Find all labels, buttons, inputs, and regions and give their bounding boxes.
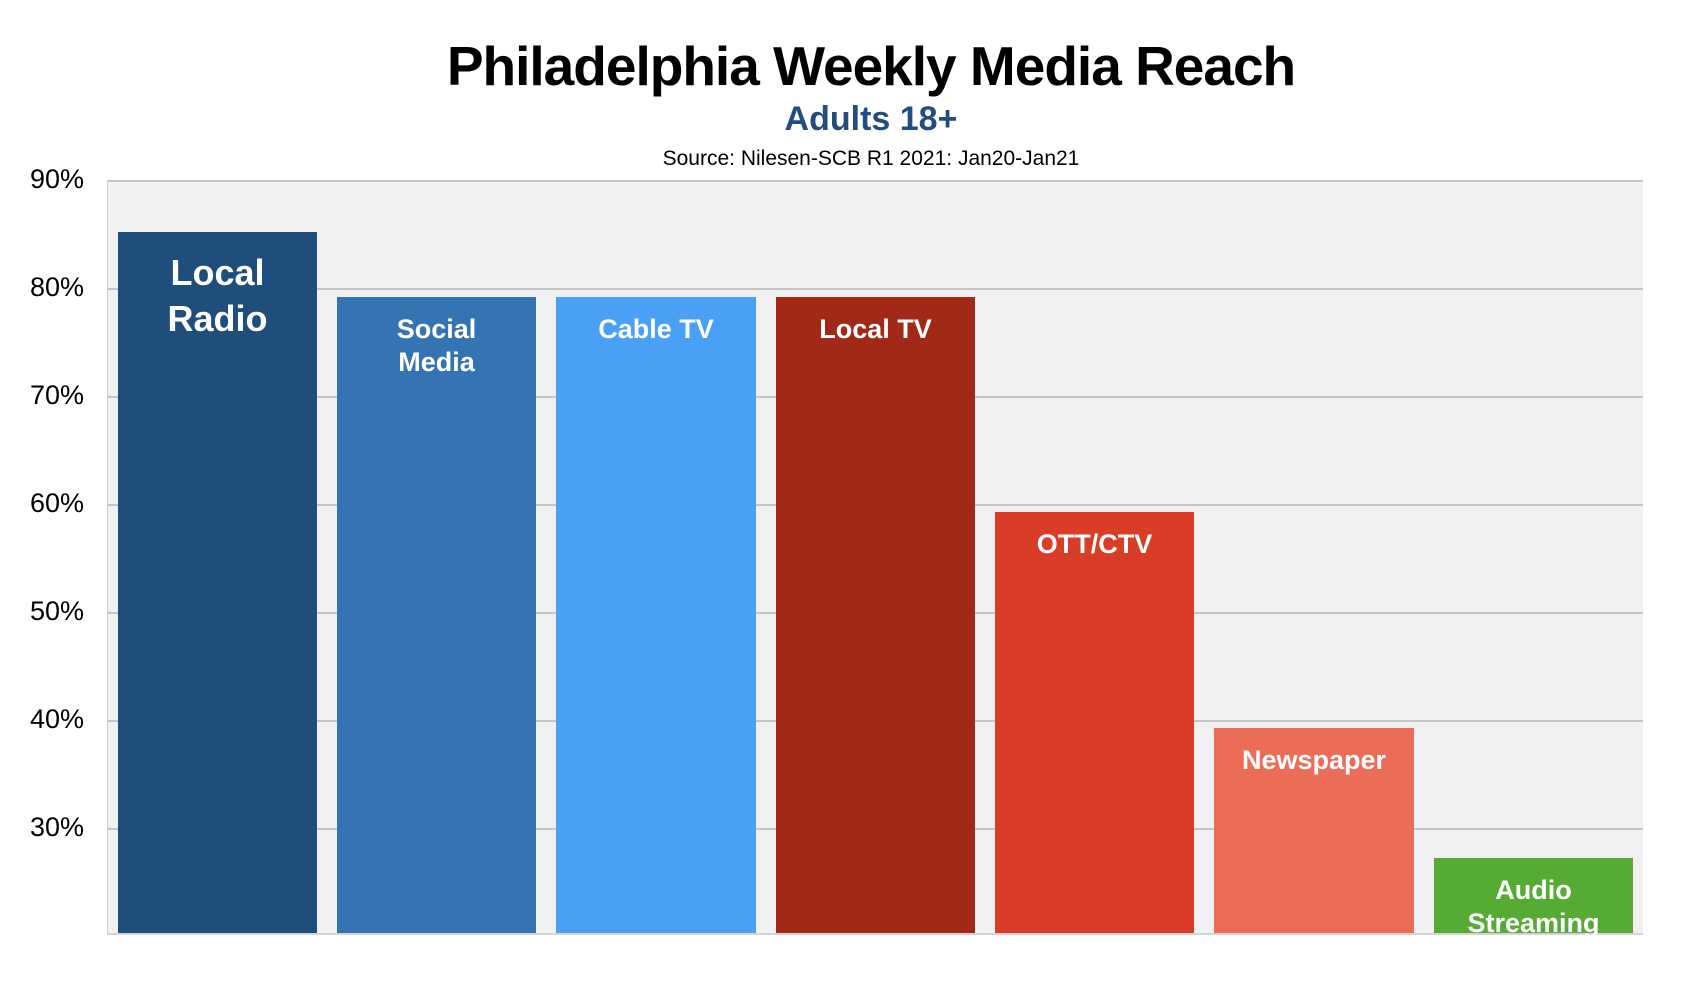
bar-local-tv: Local TV	[776, 296, 975, 933]
y-tick-label: 50%	[29, 596, 84, 626]
bar-cable-tv: Cable TV	[556, 296, 756, 933]
y-tick-label: 90%	[29, 164, 84, 194]
y-tick-label: 80%	[29, 272, 84, 302]
y-tick-label: 70%	[29, 380, 84, 410]
bar-local-radio: Local Radio	[118, 231, 317, 933]
bar-ott-ctv: OTT/CTV	[995, 512, 1194, 933]
bar-label: Local Radio	[167, 251, 268, 339]
bar-audio-streaming: Audio Streaming	[1434, 857, 1633, 938]
gridline	[108, 180, 1643, 182]
chart-source: Source: Nilesen-SCB R1 2021: Jan20-Jan21	[662, 147, 1080, 170]
chart-subtitle: Adults 18+	[784, 100, 958, 138]
bar-label: Cable TV	[598, 313, 714, 344]
bar-newspaper: Newspaper	[1214, 728, 1414, 933]
bar-label: OTT/CTV	[1036, 529, 1153, 560]
gridline	[108, 288, 1643, 290]
bar-label: Audio Streaming	[1467, 874, 1600, 938]
bar-label: Social Media	[396, 313, 477, 377]
plot-area: Local Radio Social Media Cable TV Local …	[107, 180, 1643, 938]
bar-label: Local TV	[819, 313, 932, 344]
bar-label: Newspaper	[1241, 745, 1387, 776]
y-tick-label: 30%	[29, 812, 84, 842]
y-tick-label: 60%	[29, 488, 84, 518]
bar-social-media: Social Media	[337, 296, 536, 933]
y-tick-label: 40%	[29, 704, 84, 734]
chart-title: Philadelphia Weekly Media Reach	[446, 35, 1296, 97]
